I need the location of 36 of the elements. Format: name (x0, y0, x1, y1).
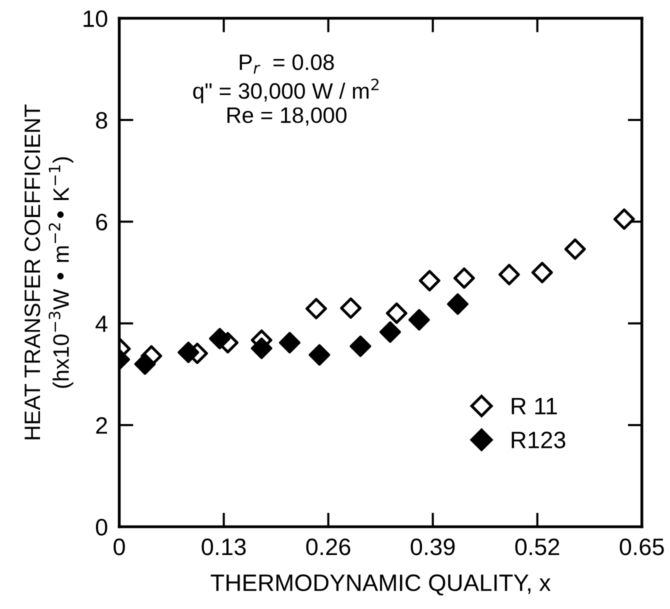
point (250, 338, 272, 360)
y-tick-label: 6 (96, 214, 108, 230)
point (498, 264, 520, 286)
point (613, 208, 635, 230)
point (178, 342, 200, 364)
point (386, 302, 408, 324)
point (306, 298, 327, 320)
y-tick-label: 10 (84, 10, 108, 28)
point (453, 267, 475, 289)
x-tick-label: 0.26 (306, 538, 350, 556)
point (531, 262, 553, 284)
point (408, 309, 430, 331)
point (418, 270, 440, 292)
text: P$_{r}$ = 0.08 q" = 30,000 W / m$^{2}$ Re = 18,000 (193, 54, 379, 126)
legend-label: R123 (512, 432, 566, 448)
point (447, 293, 468, 315)
point (279, 332, 300, 354)
y-tick-label: 2 (96, 417, 107, 434)
point (340, 297, 362, 319)
x-tick-label: 0 (114, 538, 125, 556)
y-tick-label: 0 (96, 518, 108, 536)
point (564, 238, 586, 260)
legend-label: R 11 (512, 398, 557, 414)
y-tick-label: 8 (96, 112, 108, 129)
y-tick-label: 4 (96, 316, 108, 332)
x-tick-label: 0.39 (410, 538, 455, 556)
x-tick-label: 0.65 (620, 538, 664, 556)
point (209, 328, 230, 350)
point (308, 344, 330, 366)
x-tick-label: 0.52 (515, 538, 560, 556)
point (134, 353, 156, 375)
point (350, 336, 372, 357)
x-tick-label: 0.13 (202, 538, 246, 556)
y-axis-title: HEAT TRANSFER COEFFICIENT (hx10$^{−3}$W • m$^{−2}$• K$^{−1}$) (24, 104, 74, 440)
x-axis-title: THERMODYNAMIC QUALITY, x (210, 574, 551, 596)
point (380, 321, 401, 343)
